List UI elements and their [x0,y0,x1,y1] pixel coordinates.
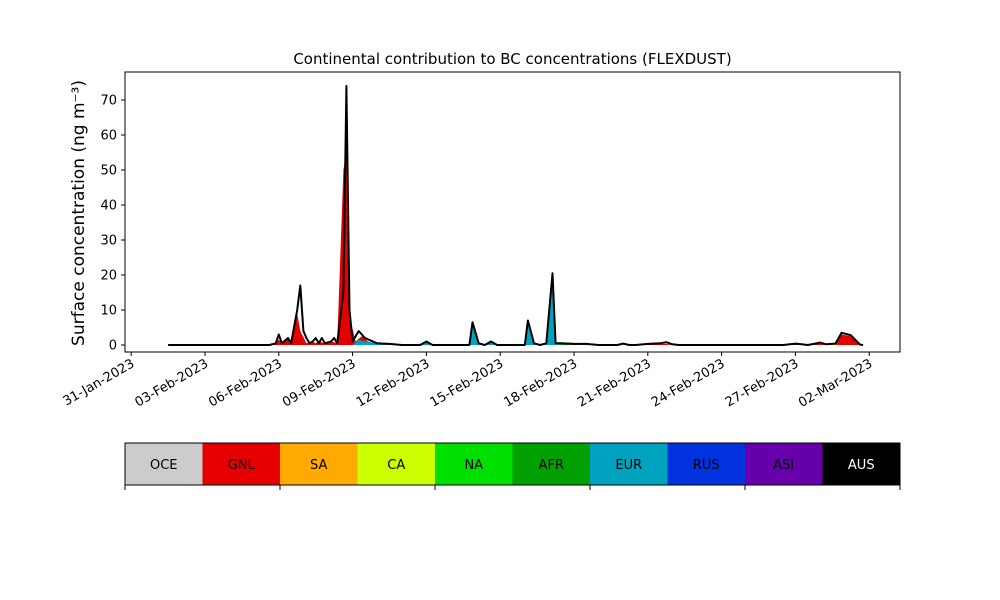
stacked-areas [168,152,864,345]
region-legend: OCE GNL SA CA NA AFR EUR RUS ASI AUS [124,442,901,490]
y-tick-label: 20 [100,269,117,284]
legend-swatch-na [435,443,513,485]
legend-swatch-afr [512,443,590,485]
legend-swatch-gnl [202,443,280,485]
y-tick-label: 10 [100,304,117,319]
legend-swatch-rus [667,443,745,485]
legend-label-afr: AFR [539,458,564,473]
legend-frame [124,442,901,486]
total-concentration-line [168,85,864,346]
legend-label-na: NA [464,458,483,473]
legend-label-eur: EUR [615,458,642,473]
y-tick-label: 40 [100,199,117,214]
legend-label-ca: CA [387,458,405,473]
y-tick-label: 70 [100,94,117,109]
y-tick-label: 30 [100,234,117,249]
legend-label-aus: AUS [848,458,875,473]
y-tick-label: 50 [100,164,117,179]
legend-label-oce: OCE [150,458,178,473]
legend-swatch-eur [590,443,668,485]
legend-swatch-aus [822,443,900,485]
legend-swatch-ca [357,443,435,485]
legend-label-sa: SA [310,458,327,473]
area-gnl [168,152,864,345]
y-tick-label: 60 [100,129,117,144]
chart-title: Continental contribution to BC concentra… [293,50,731,68]
legend-label-gnl: GNL [228,458,256,473]
legend-label-rus: RUS [693,458,720,473]
legend-swatch-oce [125,443,203,485]
plot-frame [124,71,901,353]
y-axis: 0 10 20 30 40 50 60 70 [100,94,125,354]
y-axis-label: Surface concentration (ng m⁻³) [69,80,89,346]
legend-swatch-asi [745,443,823,485]
legend-swatch-sa [280,443,358,485]
legend-label-asi: ASI [773,458,794,473]
y-tick-label: 0 [109,339,117,354]
